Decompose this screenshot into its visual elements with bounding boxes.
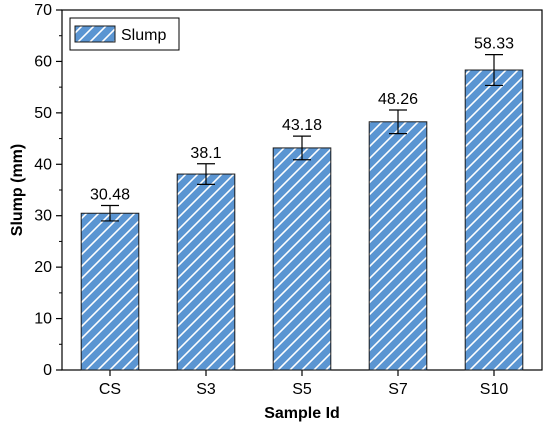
bar-s5 xyxy=(272,147,332,371)
x-axis: CS S3 S5 S7 S10 xyxy=(99,370,508,398)
legend: Slump xyxy=(69,17,180,51)
bar-s3 xyxy=(176,173,236,371)
y-tick-label: 50 xyxy=(34,105,52,122)
x-tick-label: S3 xyxy=(196,381,216,398)
y-tick-label: 0 xyxy=(43,362,52,379)
y-axis-title: Slump (mm) xyxy=(9,144,26,236)
bar-s7 xyxy=(368,121,428,371)
y-axis: 0 10 20 30 40 50 60 70 xyxy=(34,2,62,379)
x-axis-title: Sample Id xyxy=(264,405,340,422)
data-label: 58.33 xyxy=(474,36,514,53)
y-tick-label: 40 xyxy=(34,156,52,173)
y-tick-label: 60 xyxy=(34,53,52,70)
y-tick-label: 30 xyxy=(34,208,52,225)
data-label: 30.48 xyxy=(90,187,130,204)
data-label: 38.1 xyxy=(190,145,221,162)
data-labels: 30.48 38.1 43.18 48.26 58.33 xyxy=(90,36,514,204)
x-tick-label: S7 xyxy=(388,381,408,398)
bar-cs xyxy=(80,212,140,371)
y-tick-label: 10 xyxy=(34,311,52,328)
x-tick-label: CS xyxy=(99,381,121,398)
legend-swatch xyxy=(74,25,116,43)
y-tick-label: 20 xyxy=(34,259,52,276)
legend-label: Slump xyxy=(121,27,166,44)
x-tick-label: S10 xyxy=(480,381,509,398)
data-label: 43.18 xyxy=(282,117,322,134)
y-tick-label: 70 xyxy=(34,2,52,19)
bar-s10 xyxy=(464,69,524,371)
bars xyxy=(80,69,524,371)
x-tick-label: S5 xyxy=(292,381,312,398)
error-bars xyxy=(101,53,503,222)
data-label: 48.26 xyxy=(378,91,418,108)
